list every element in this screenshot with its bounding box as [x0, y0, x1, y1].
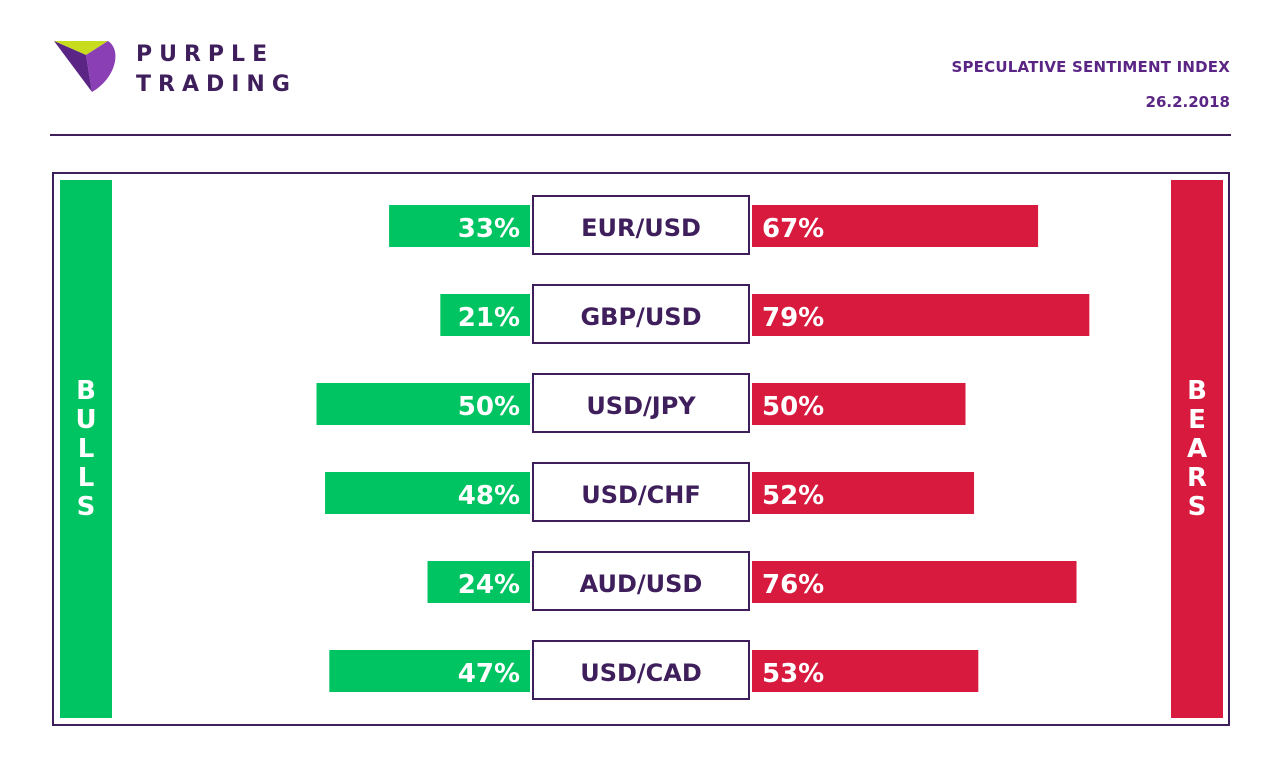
- brand-name-line2: TRADING: [136, 72, 297, 97]
- brand-name-line1: PURPLE: [136, 42, 275, 67]
- side-label-letter: L: [77, 462, 95, 493]
- bear-bar: [752, 294, 1090, 336]
- bear-bar: [752, 650, 979, 692]
- bull-bar: [329, 650, 530, 692]
- bear-value-label: 67%: [762, 214, 824, 244]
- bull-bar: [427, 561, 530, 603]
- chart-frame: [52, 172, 1230, 726]
- bull-value-label: 33%: [458, 214, 520, 244]
- bull-bar: [316, 383, 530, 425]
- side-label-letter: S: [1187, 491, 1207, 522]
- report-date: 26.2.2018: [1145, 93, 1230, 111]
- purple-trading-logo-icon: [54, 41, 116, 92]
- bull-value-label: 21%: [458, 303, 520, 333]
- bull-value-label: 47%: [458, 659, 520, 689]
- side-label-letter: S: [76, 491, 96, 522]
- side-label-letter: E: [1188, 404, 1206, 435]
- pair-label: GBP/USD: [580, 303, 701, 331]
- pair-label-box: [532, 640, 750, 700]
- bear-value-label: 79%: [762, 303, 824, 333]
- bear-bar: [752, 383, 966, 425]
- bear-value-label: 76%: [762, 570, 824, 600]
- bear-value-label: 50%: [762, 392, 824, 422]
- pair-label: EUR/USD: [581, 214, 701, 242]
- pair-label-box: [532, 284, 750, 344]
- side-label-letter: B: [76, 375, 96, 406]
- bull-bar: [325, 472, 530, 514]
- header-divider: [50, 134, 1231, 136]
- bear-value-label: 52%: [762, 481, 824, 511]
- pair-label: USD/CAD: [580, 659, 702, 687]
- pair-label: USD/CHF: [581, 481, 701, 509]
- bear-bar: [752, 561, 1077, 603]
- pair-label: USD/JPY: [586, 392, 696, 420]
- bull-value-label: 50%: [458, 392, 520, 422]
- side-label-letter: U: [75, 404, 97, 435]
- pair-label: AUD/USD: [580, 570, 703, 598]
- bull-value-label: 24%: [458, 570, 520, 600]
- side-label-letter: R: [1186, 462, 1208, 493]
- bull-bar: [389, 205, 530, 247]
- pair-label-box: [532, 195, 750, 255]
- pair-label-box: [532, 462, 750, 522]
- pair-label-box: [532, 551, 750, 611]
- brand-logo: PURPLE TRADING: [52, 40, 312, 100]
- bear-value-label: 53%: [762, 659, 824, 689]
- pair-label-box: [532, 373, 750, 433]
- side-label-letter: A: [1186, 433, 1208, 464]
- bear-bar: [752, 205, 1039, 247]
- bear-bar: [752, 472, 975, 514]
- side-label-letter: L: [77, 433, 95, 464]
- page-title: SPECULATIVE SENTIMENT INDEX: [951, 58, 1230, 76]
- side-label-letter: B: [1187, 375, 1207, 406]
- bull-value-label: 48%: [458, 481, 520, 511]
- bull-bar: [440, 294, 530, 336]
